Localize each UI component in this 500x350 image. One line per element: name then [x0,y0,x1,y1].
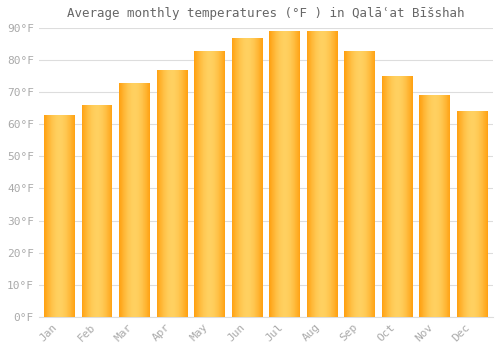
Title: Average monthly temperatures (°F ) in Qalāʿat Bīšshah: Average monthly temperatures (°F ) in Qa… [67,7,464,20]
